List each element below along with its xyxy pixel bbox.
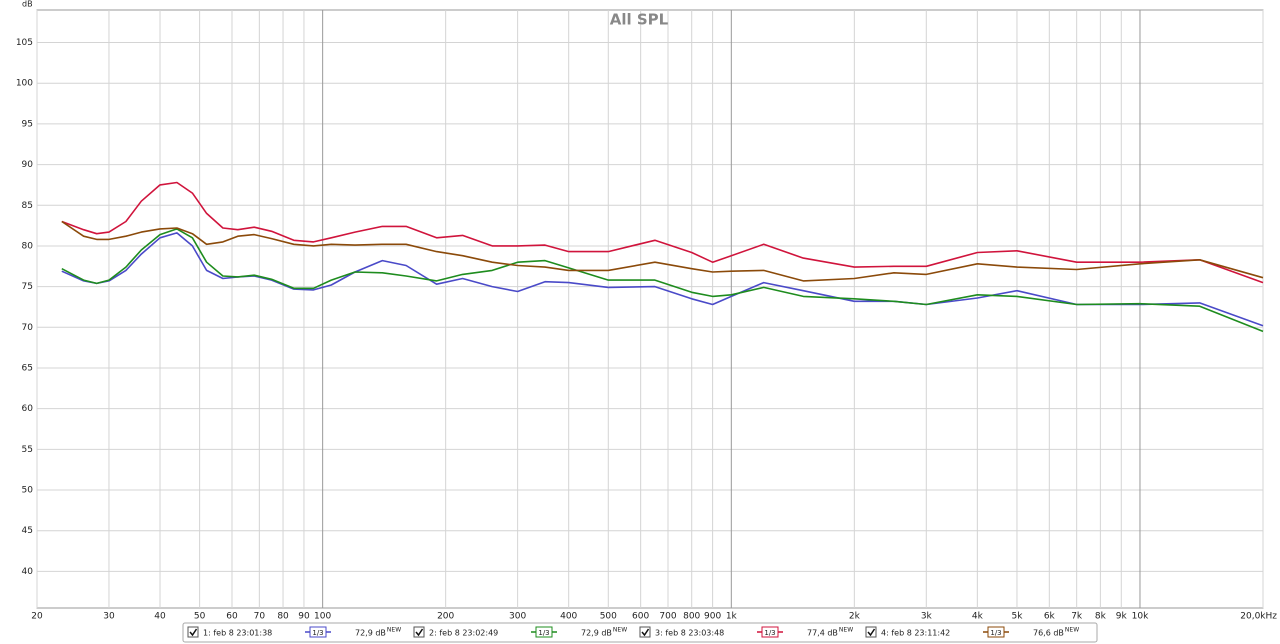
x-tick-label: 60 xyxy=(226,612,238,622)
x-tick-label: 2k xyxy=(849,612,861,622)
level-label: 72,9 dB xyxy=(355,629,386,638)
chart-title: All SPL xyxy=(610,11,669,29)
level-label: 72,9 dB xyxy=(581,629,612,638)
x-tick-label: 600 xyxy=(632,612,649,622)
series-line xyxy=(61,181,1264,284)
x-tick-label: 100 xyxy=(314,612,331,622)
y-tick-label: 90 xyxy=(22,160,34,170)
y-tick-label: 50 xyxy=(22,486,34,496)
y-tick-label: 75 xyxy=(22,282,33,292)
x-tick-label: 4k xyxy=(972,612,984,622)
x-tick-label: 6k xyxy=(1044,612,1056,622)
y-tick-label: 65 xyxy=(22,363,33,373)
legend-checkbox[interactable] xyxy=(413,626,425,638)
x-tick-label: 5k xyxy=(1011,612,1023,622)
x-tick-label: 1k xyxy=(726,612,738,622)
y-tick-label: 80 xyxy=(22,241,34,251)
smoothing-label: 1/3 xyxy=(990,629,1001,637)
smoothing-label: 1/3 xyxy=(538,629,549,637)
y-tick-label: 45 xyxy=(22,526,33,536)
level-badge: NEW xyxy=(387,627,401,634)
smoothing-button[interactable] xyxy=(309,626,327,638)
level-badge: NEW xyxy=(839,627,853,634)
x-tick-label: 300 xyxy=(509,612,526,622)
series-line xyxy=(61,220,1264,282)
level-label: 77,4 dB xyxy=(807,629,838,638)
smoothing-button[interactable] xyxy=(987,626,1005,638)
legend-check xyxy=(867,628,876,637)
legend-items: 1: feb 8 23:01:38 1/3 72,9 dB NEW 2: feb 8 2… xyxy=(187,626,1079,638)
x-tick-label: 20,0kHz xyxy=(1240,612,1277,622)
x-tick-label: 400 xyxy=(560,612,577,622)
x-tick-label: 90 xyxy=(298,612,310,622)
smoothing-label: 1/3 xyxy=(764,629,775,637)
y-tick-label: 95 xyxy=(22,119,33,129)
y-tick-label: 105 xyxy=(16,38,33,48)
series-line xyxy=(61,228,1264,333)
legend-checkbox[interactable] xyxy=(865,626,877,638)
x-tick-label: 20 xyxy=(31,612,43,622)
x-tick-label: 8k xyxy=(1095,612,1107,622)
x-tick-label: 10k xyxy=(1132,612,1149,622)
level-label: 76,6 dB xyxy=(1033,629,1064,638)
smoothing-button[interactable] xyxy=(535,626,553,638)
x-tick-label: 9k xyxy=(1116,612,1128,622)
x-tick-label: 30 xyxy=(103,612,115,622)
level-badge: NEW xyxy=(613,627,627,634)
plot-area xyxy=(36,9,1264,609)
x-tick-label: 40 xyxy=(154,612,166,622)
x-tick-label: 200 xyxy=(437,612,454,622)
y-tick-label: 40 xyxy=(22,567,34,577)
legend-label: 3: feb 8 23:03:48 xyxy=(655,629,724,638)
x-tick-label: 3k xyxy=(921,612,933,622)
grid xyxy=(36,10,1264,608)
legend-checkbox[interactable] xyxy=(639,626,651,638)
x-tick-label: 7k xyxy=(1071,612,1083,622)
x-tick-label: 900 xyxy=(704,612,721,622)
legend-label: 4: feb 8 23:11:42 xyxy=(881,629,950,638)
legend-check xyxy=(641,628,650,637)
lines xyxy=(61,181,1264,333)
legend-label: 1: feb 8 23:01:38 xyxy=(203,629,272,638)
x-tick-label: 70 xyxy=(254,612,266,622)
y-tick-label: 55 xyxy=(22,445,33,455)
smoothing-button[interactable] xyxy=(761,626,779,638)
x-tick-label: 50 xyxy=(194,612,206,622)
legend-label: 2: feb 8 23:02:49 xyxy=(429,629,498,638)
y-tick-label: 60 xyxy=(22,404,34,414)
x-tick-label: 800 xyxy=(683,612,700,622)
legend-checkbox[interactable] xyxy=(187,626,199,638)
y-tick-label: 100 xyxy=(16,79,33,89)
x-tick-label: 500 xyxy=(600,612,617,622)
smoothing-label: 1/3 xyxy=(312,629,323,637)
y-tick-label: 70 xyxy=(22,323,34,333)
y-axis-label: dB xyxy=(22,0,33,9)
legend-check xyxy=(415,628,424,637)
x-tick-label: 700 xyxy=(659,612,676,622)
y-tick-label: 85 xyxy=(22,201,33,211)
x-tick-label: 80 xyxy=(277,612,289,622)
legend-check xyxy=(189,628,198,637)
level-badge: NEW xyxy=(1065,627,1079,634)
